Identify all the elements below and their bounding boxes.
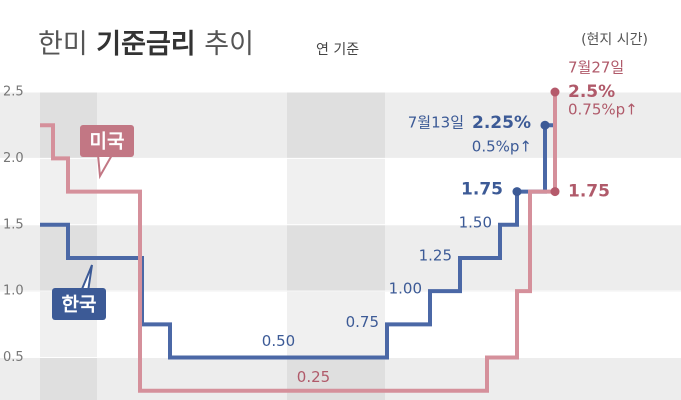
legend-box [52,288,106,320]
y-tick-label: 1.5 [3,217,24,232]
chart-title: 한미 기준금리 추이 [38,29,254,60]
legend-label: 미국 [90,131,125,153]
y-tick-label: 2.0 [3,151,24,166]
title-part: 한미 [38,29,96,60]
title-part: 기준금리 [96,29,195,60]
legend-pointer [97,154,113,180]
legend-box [80,125,134,157]
legend-label: 한국 [62,294,97,316]
data-label: 0.75 [346,313,379,331]
annotation: 0.5%p↑ [472,138,532,156]
point [512,187,522,197]
data-label: 1.50 [459,213,492,231]
y-tick-label: 0.5 [3,350,24,365]
data-label: 0.25 [297,368,330,386]
title-part: 추이 [196,29,254,60]
data-label: 0.50 [262,332,295,350]
data-label: 1.75 [568,182,610,202]
point [550,87,560,97]
data-label: 2.5% [568,82,615,102]
step-line [40,92,557,393]
annotation: 7월13일 [408,114,464,132]
point [550,187,560,197]
point [540,120,550,130]
data-label: 1.00 [389,280,422,298]
note: (현지 시간) [581,32,648,48]
subtitle: 연 기준 [316,42,359,58]
shade [287,92,385,400]
band [0,358,681,400]
y-tick-label: 2.5 [3,85,24,100]
data-label: 1.25 [419,246,452,264]
y-tick-label: 1.0 [3,284,24,299]
data-label: 2.25% [472,113,531,133]
data-label: 1.75 [461,180,503,200]
annotation: 7월27일 [568,59,624,77]
annotation: 0.75%p↑ [568,101,638,119]
